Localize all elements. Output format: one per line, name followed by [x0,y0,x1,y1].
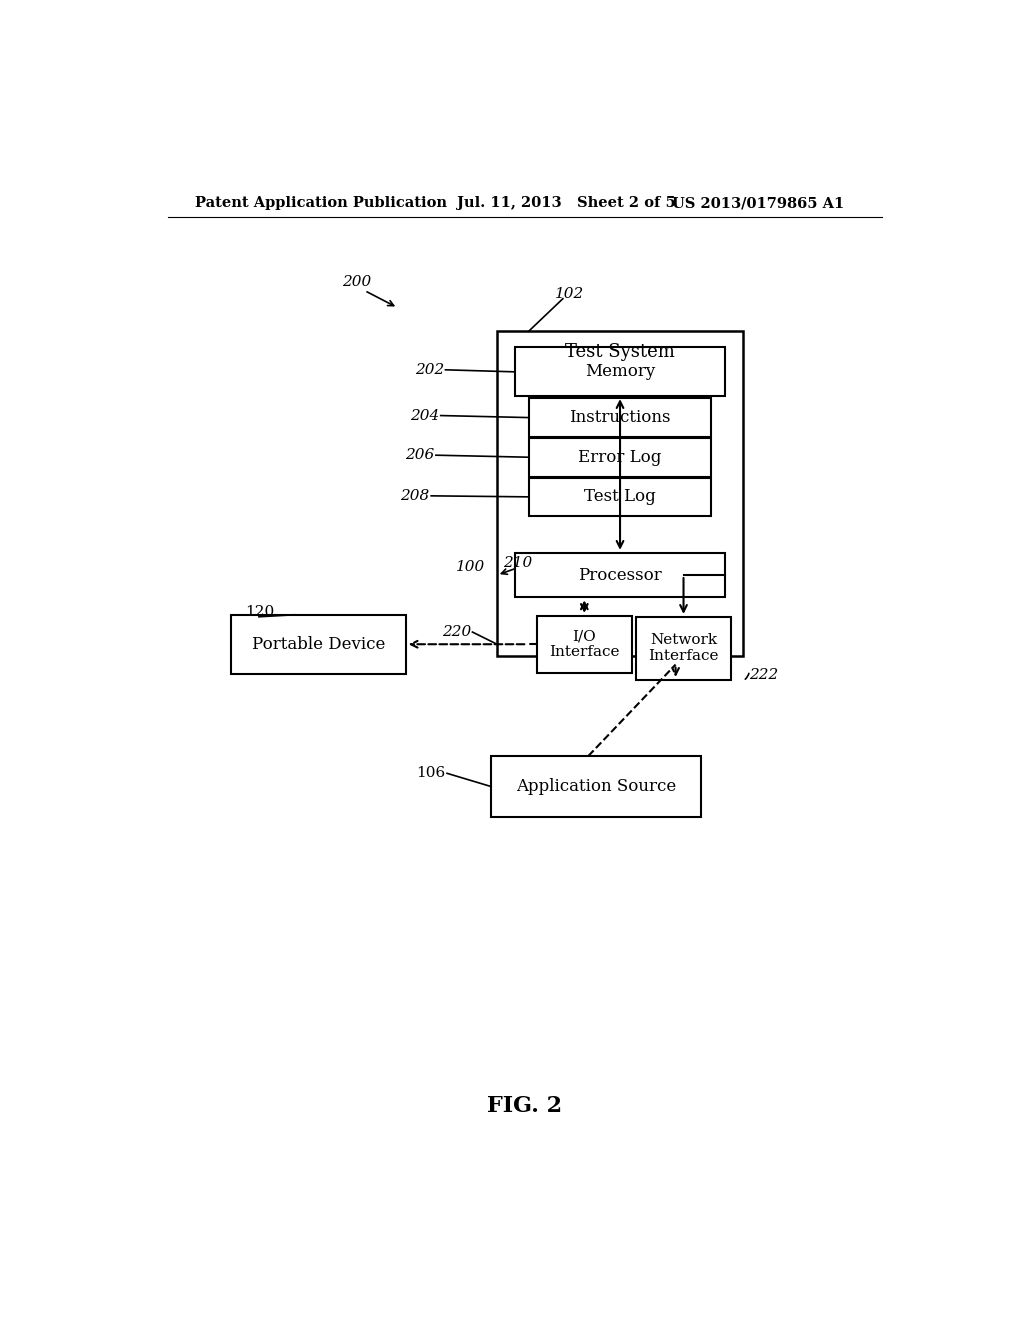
Text: 100: 100 [456,560,485,574]
Text: 202: 202 [415,363,443,376]
Text: 204: 204 [410,409,439,422]
Text: Application Source: Application Source [516,777,676,795]
Bar [537,615,632,673]
Text: Instructions: Instructions [569,409,671,426]
Text: Jul. 11, 2013   Sheet 2 of 5: Jul. 11, 2013 Sheet 2 of 5 [458,197,676,210]
Bar [528,478,712,516]
Bar [515,347,725,396]
Text: Patent Application Publication: Patent Application Publication [196,197,447,210]
Text: 102: 102 [555,286,585,301]
Text: US 2013/0179865 A1: US 2013/0179865 A1 [672,197,844,210]
Bar [231,615,406,673]
Bar [528,399,712,437]
Text: Portable Device: Portable Device [252,636,385,652]
Bar [497,331,743,656]
Text: Network
Interface: Network Interface [648,634,719,664]
Text: FIG. 2: FIG. 2 [487,1094,562,1117]
Text: Memory: Memory [585,363,655,380]
Text: Test System: Test System [565,342,675,360]
Text: 222: 222 [749,668,778,681]
Text: I/O
Interface: I/O Interface [549,630,620,659]
Bar [636,616,731,680]
Text: Test Log: Test Log [584,488,656,506]
Text: 208: 208 [400,488,430,503]
Text: Error Log: Error Log [579,449,662,466]
Text: 200: 200 [342,276,372,289]
Text: Processor: Processor [579,566,662,583]
Text: 220: 220 [441,626,471,639]
Text: 106: 106 [416,767,445,780]
Text: 206: 206 [406,449,434,462]
Bar [528,438,712,477]
Text: 210: 210 [503,556,531,570]
Bar [492,756,701,817]
Text: 120: 120 [246,605,274,619]
Bar [515,553,725,598]
